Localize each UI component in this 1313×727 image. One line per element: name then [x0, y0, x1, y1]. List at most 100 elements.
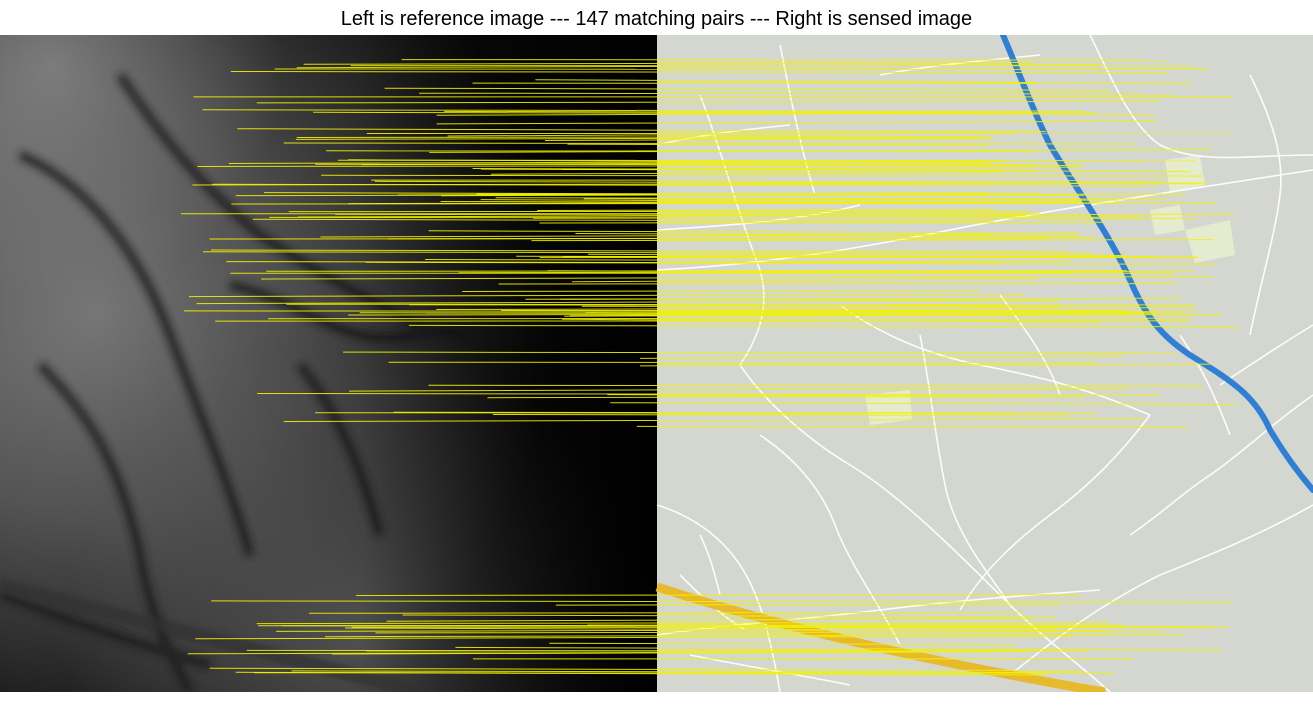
match-lines [180, 59, 1239, 676]
match-line [428, 384, 1203, 387]
match-line [313, 111, 1155, 115]
match-line [549, 642, 1016, 645]
match-line [184, 310, 1197, 313]
match-line [202, 251, 1094, 255]
match-line [525, 297, 1182, 300]
matching-figure [0, 35, 1313, 692]
match-line [636, 425, 1188, 429]
match-line [436, 307, 1194, 310]
match-line [231, 202, 1095, 205]
match-line [384, 87, 1110, 91]
match-line [257, 393, 1161, 396]
match-line [343, 351, 1178, 354]
match-line [211, 600, 1232, 603]
match-line [321, 174, 1203, 177]
match-line [295, 137, 982, 140]
match-line [462, 289, 981, 292]
match-line [296, 136, 994, 138]
match-line [480, 199, 989, 203]
match-line [365, 261, 1216, 265]
match-line [283, 418, 1144, 422]
match-line [237, 128, 1047, 133]
match-line [535, 79, 1036, 83]
match-line [575, 233, 1079, 237]
match-line [425, 259, 1071, 262]
match-line [428, 230, 1079, 234]
matching-canvas [0, 35, 1313, 692]
match-line [455, 646, 1222, 651]
match-line [401, 59, 1168, 61]
match-line [188, 293, 1025, 298]
match-line [386, 618, 1032, 622]
match-line [197, 165, 1084, 167]
match-line [537, 209, 995, 211]
match-line [286, 303, 1197, 306]
match-line [408, 324, 1239, 328]
match-line [429, 149, 1212, 153]
match-line [196, 300, 1059, 305]
match-line [585, 312, 1087, 316]
match-line [261, 276, 1212, 280]
match-line [256, 621, 1110, 625]
match-line [388, 361, 1098, 364]
match-line [209, 667, 1083, 672]
match-line [409, 304, 1005, 307]
match-line [539, 221, 1105, 224]
match-line [269, 216, 1196, 219]
match-line [639, 355, 1126, 359]
match-line [374, 180, 1203, 185]
match-line [472, 168, 1035, 171]
match-line [587, 253, 1198, 258]
match-line [296, 64, 1100, 69]
match-line [583, 198, 1119, 201]
match-line [195, 635, 1072, 640]
match-line [335, 213, 1026, 217]
match-line [356, 594, 1082, 596]
match-line [587, 624, 1190, 628]
match-line [555, 603, 1060, 606]
match-line [291, 670, 1049, 674]
match-line [303, 62, 1032, 65]
match-line [235, 193, 1186, 197]
match-line [567, 143, 989, 147]
figure-title: Left is reference image --- 147 matching… [340, 8, 973, 30]
sensed-map-image [655, 35, 1313, 692]
reference-image [0, 35, 657, 692]
match-line [487, 396, 1037, 399]
match-line [349, 387, 1128, 392]
match-line [315, 412, 1013, 414]
match-line [472, 82, 1193, 85]
match-line [444, 110, 1039, 114]
match-line [492, 414, 1069, 417]
match-line [228, 160, 1006, 164]
match-line [402, 614, 1056, 618]
match-line [202, 109, 1085, 112]
match-line [490, 171, 1003, 175]
match-line [230, 71, 1168, 74]
match-line [531, 239, 1214, 242]
match-line [267, 317, 1192, 320]
match-line [210, 249, 1069, 253]
match-line [283, 142, 1134, 145]
match-line [610, 402, 1236, 405]
match-line [387, 236, 1094, 240]
match-line [564, 314, 1039, 317]
match-line [436, 120, 1157, 125]
match-line [187, 650, 1089, 655]
match-line [495, 197, 1166, 200]
match-line [256, 100, 1160, 104]
match-line [309, 611, 1023, 614]
match-line [639, 363, 1211, 367]
match-line [345, 627, 1110, 632]
match-line [252, 218, 994, 222]
match-line [607, 394, 1085, 397]
match-line [447, 132, 1014, 137]
match-line [375, 631, 1166, 634]
match-line [419, 92, 1173, 95]
match-line [274, 68, 1209, 70]
match-line [572, 278, 1036, 283]
match-line [516, 255, 1199, 259]
match-line [547, 270, 1072, 273]
match-line [544, 137, 993, 141]
match-line [325, 634, 1183, 638]
